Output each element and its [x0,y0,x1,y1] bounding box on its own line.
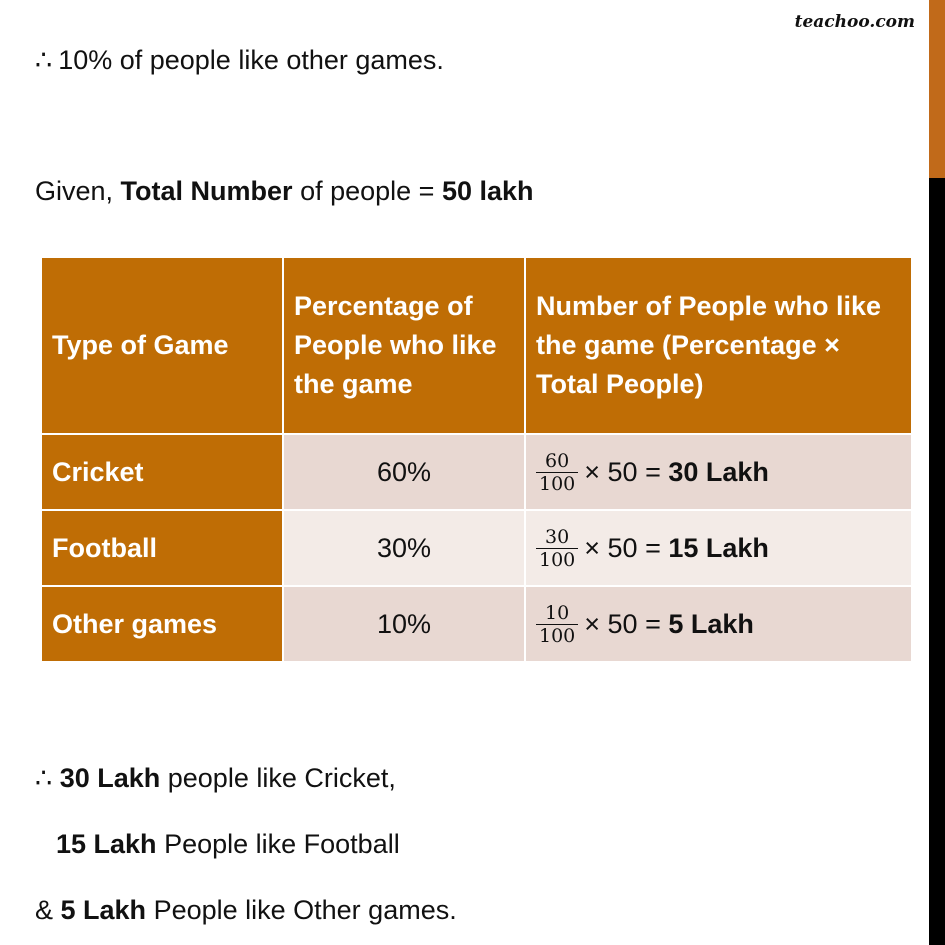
intro-text: 10% of people like other games. [58,45,444,75]
side-scrollbar-thumb [929,0,945,178]
header-type-of-game: Type of Game [40,256,284,435]
header-percentage: Percentage of People who like the game [282,256,526,435]
conclusion-bold: 5 Lakh [60,895,147,925]
given-bold-total: Total Number [120,176,293,206]
game-calculation: 10 100 × 50 = 5 Lakh [524,585,913,663]
game-name: Football [40,509,284,587]
calc-expression: × 50 = [584,608,669,639]
fraction: 30 100 [536,526,579,571]
fraction-denominator: 100 [539,472,576,495]
header-number-of-people: Number of People who like the game (Perc… [524,256,913,435]
calc-result: 5 Lakh [668,608,754,639]
fraction-numerator: 10 [536,602,579,625]
games-table: Type of Game Percentage of People who li… [40,256,913,663]
conclusion-text: People like Other games. [146,895,457,925]
conclusion-bold: 30 Lakh [59,763,161,793]
game-percent: 30% [282,509,526,587]
fraction: 10 100 [536,602,579,647]
conclusion-line-2: 15 Lakh People like Football [56,829,400,860]
game-calculation: 60 100 × 50 = 30 Lakh [524,433,913,511]
fraction: 60 100 [536,450,579,495]
conclusion-prefix: & [35,895,61,925]
calc-expression: × 50 = [584,532,669,563]
conclusion-line-1: ∴ 30 Lakh people like Cricket, [35,763,396,794]
given-prefix: Given, [35,176,121,206]
game-percent: 10% [282,585,526,663]
calc-expression: × 50 = [584,456,669,487]
game-name: Cricket [40,433,284,511]
table-row: Football 30% 30 100 × 50 = 15 Lakh [40,509,913,587]
conclusion-text: People like Football [156,829,400,859]
therefore-symbol: ∴ [35,45,53,75]
conclusion-bold: 15 Lakh [56,829,157,859]
table-header-row: Type of Game Percentage of People who li… [40,256,913,435]
fraction-numerator: 60 [536,450,579,473]
brand-logo: teachoo.com [794,12,915,32]
fraction-denominator: 100 [539,548,576,571]
calc-result: 30 Lakh [668,456,769,487]
game-name: Other games [40,585,284,663]
conclusion-line-3: & 5 Lakh People like Other games. [35,895,457,926]
given-middle: of people = [292,176,442,206]
given-line: Given, Total Number of people = 50 lakh [35,176,534,207]
game-percent: 60% [282,433,526,511]
given-bold-value: 50 lakh [441,176,534,206]
side-scrollbar [929,0,945,945]
game-calculation: 30 100 × 50 = 15 Lakh [524,509,913,587]
conclusion-prefix: ∴ [35,763,60,793]
table-row: Cricket 60% 60 100 × 50 = 30 Lakh [40,433,913,511]
calc-result: 15 Lakh [668,532,769,563]
fraction-numerator: 30 [536,526,579,549]
fraction-denominator: 100 [539,624,576,647]
table-row: Other games 10% 10 100 × 50 = 5 Lakh [40,585,913,663]
conclusion-text: people like Cricket, [160,763,396,793]
intro-line: ∴ 10% of people like other games. [35,45,444,76]
